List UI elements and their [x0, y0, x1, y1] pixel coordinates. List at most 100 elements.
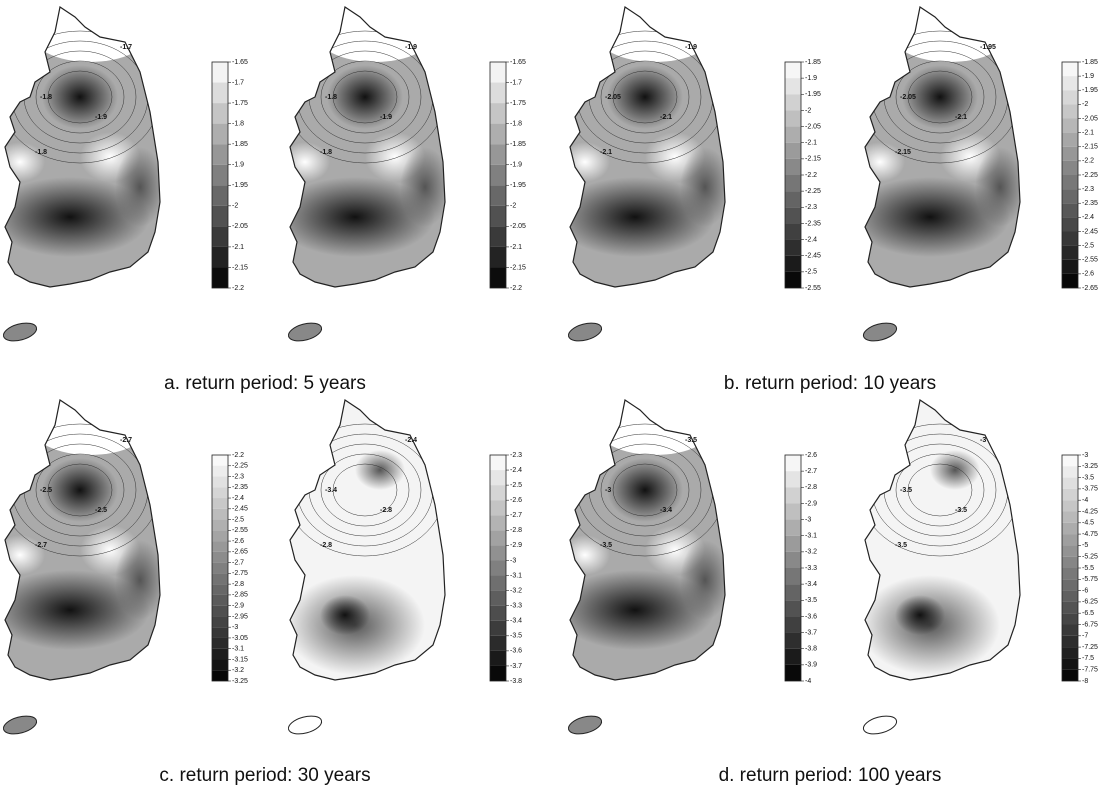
contour [290, 30, 445, 164]
colorbar-label: -2.4 [1082, 214, 1094, 221]
colorbar-label: -2.85 [232, 592, 248, 599]
colorbar-label: -6.25 [1082, 599, 1098, 606]
colorbar-cell [490, 267, 506, 288]
colorbar-cell [785, 664, 801, 681]
contour-label: -2.05 [900, 94, 916, 101]
blob [570, 177, 715, 257]
colorbar-label: -2.4 [510, 467, 522, 474]
colorbar-cell [212, 551, 228, 563]
contour-label: -2.1 [660, 114, 672, 121]
colorbar-label: -2.25 [1082, 172, 1098, 179]
colorbar-label: -3.5 [1082, 474, 1094, 481]
colorbar-cell [212, 205, 228, 227]
contour [5, 30, 160, 164]
colorbar-cell [785, 487, 801, 504]
colorbar-label: -3.5 [805, 597, 817, 604]
colorbar-cell [212, 455, 228, 466]
blob [400, 147, 445, 227]
contour [570, 30, 725, 164]
contour-label: -2.7 [35, 542, 47, 549]
colorbar-cell [490, 635, 506, 651]
colorbar-cell [490, 246, 506, 268]
contour [612, 70, 678, 124]
blob [890, 7, 1010, 62]
colorbar-cell [1062, 556, 1078, 568]
contour-label: -2.5 [40, 487, 52, 494]
colorbar-label: -2.5 [510, 482, 522, 489]
colorbar-cell [1062, 466, 1078, 478]
colorbar-label: -2.2 [805, 172, 817, 179]
colorbar-label: -3.9 [805, 662, 817, 669]
colorbar-label: -2.05 [1082, 115, 1098, 122]
colorbar-cell [212, 616, 228, 628]
colorbar-label: -1.85 [805, 59, 821, 66]
colorbar-cell [212, 573, 228, 585]
colorbar-label: -6.5 [1082, 610, 1094, 617]
shading [570, 400, 725, 680]
colorbar-cell [1062, 231, 1078, 246]
blob [290, 177, 435, 257]
colorbar-label: -2.7 [232, 559, 244, 566]
colorbar-label: -2.4 [232, 495, 244, 502]
contour [907, 463, 973, 517]
colorbar-cell [1062, 62, 1078, 77]
colorbar-label: -2.9 [805, 500, 817, 507]
colorbar-cell [1062, 203, 1078, 218]
blob [607, 458, 683, 522]
colorbar-cell [1062, 590, 1078, 602]
colorbar-label: -2.25 [805, 188, 821, 195]
island [2, 715, 38, 735]
colorbar-cell [785, 616, 801, 633]
map: -2.4 -3.4 -2.8 -2.8 [287, 399, 446, 735]
colorbar-label: -2.8 [805, 484, 817, 491]
colorbar-label: -2 [1082, 101, 1088, 108]
colorbar-cell [785, 503, 801, 520]
caption: b. return period: 10 years [724, 373, 936, 394]
colorbar-label: -2.9 [232, 603, 244, 610]
caption: d. return period: 100 years [719, 765, 942, 786]
colorbar-cell [212, 62, 228, 83]
contour-label: -3 [980, 437, 986, 444]
colorbar-cell [1062, 545, 1078, 557]
island [287, 715, 323, 735]
colorbar-label: -3.25 [232, 678, 248, 685]
colorbar-cell [212, 498, 228, 509]
colorbar-cell [785, 110, 801, 127]
contour-label: -1.9 [95, 114, 107, 121]
colorbar-label: -3.2 [510, 587, 522, 594]
colorbar-cell [490, 164, 506, 186]
blob [680, 147, 725, 227]
colorbar-label: -1.7 [232, 79, 244, 86]
colorbar-cell [490, 62, 506, 83]
contour [35, 60, 125, 134]
colorbar-cell [212, 465, 228, 477]
colorbar-label: -1.8 [510, 120, 522, 127]
colorbar-label: -2.65 [1082, 285, 1098, 292]
colorbar-label: -2.1 [510, 244, 522, 251]
colorbar-cell [490, 144, 506, 165]
colorbar-label: -2.3 [232, 473, 244, 480]
colorbar-cell [1062, 245, 1078, 260]
colorbar-cell [212, 594, 228, 606]
island [862, 322, 898, 342]
outline [4, 399, 161, 681]
colorbar-label: -2.3 [1082, 186, 1094, 193]
colorbar-cell [490, 620, 506, 636]
colorbar-cell [1062, 601, 1078, 614]
colorbar-cell [490, 650, 506, 666]
colorbar-cell [490, 123, 506, 145]
colorbar-cell [1062, 146, 1078, 161]
colorbar-cell [490, 205, 506, 227]
contour-label: -2.8 [320, 542, 332, 549]
island [2, 322, 38, 342]
colorbar-cell [212, 226, 228, 247]
colorbar-cell [212, 584, 228, 595]
colorbar-label: -2.15 [510, 264, 526, 271]
contour [865, 423, 1020, 557]
colorbar-cell [212, 267, 228, 288]
map: -1.7 -1.8 -1.9 -1.8 [2, 6, 161, 342]
colorbar-cell [490, 665, 506, 681]
colorbar-cell [1062, 522, 1078, 535]
colorbar-cell [1062, 635, 1078, 648]
colorbar-label: -7.5 [1082, 655, 1094, 662]
